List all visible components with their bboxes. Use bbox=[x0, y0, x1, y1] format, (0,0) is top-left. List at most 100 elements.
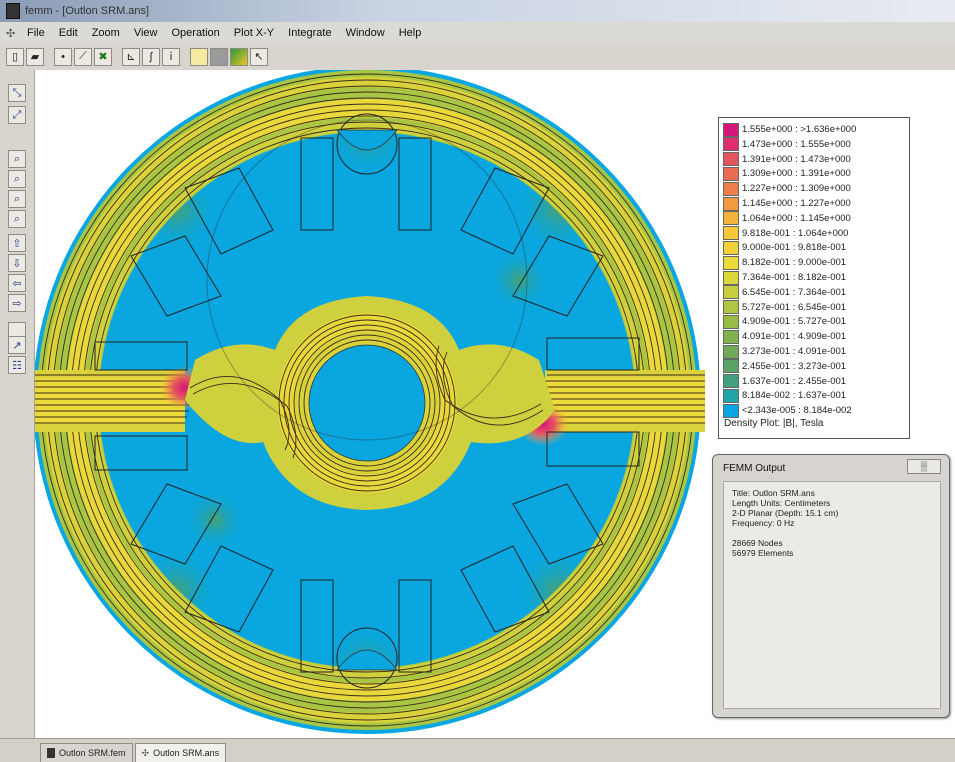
vector-plot-icon[interactable] bbox=[230, 47, 248, 66]
legend-swatch bbox=[723, 137, 739, 152]
legend-swatch bbox=[723, 314, 739, 329]
tab-fem-file[interactable]: Outlon SRM.fem bbox=[40, 743, 133, 762]
pan-up-icon[interactable]: ⇧ bbox=[8, 234, 26, 252]
legend-row: 5.727e-001 : 6.545e-001 bbox=[723, 300, 846, 315]
menu-integrate[interactable]: Integrate bbox=[288, 26, 332, 39]
title-bar: femm - [Outlon SRM.ans] bbox=[0, 0, 955, 22]
select-point-icon[interactable]: • bbox=[54, 47, 72, 66]
legend-row: 1.555e+000 : >1.636e+000 bbox=[723, 122, 856, 137]
zoom-natural-icon[interactable]: ⌕ bbox=[8, 170, 26, 188]
legend-label: 1.391e+000 : 1.473e+000 bbox=[742, 153, 851, 165]
legend-row: 8.182e-001 : 9.000e-001 bbox=[723, 255, 846, 270]
legend-swatch bbox=[723, 166, 739, 181]
menu-zoom[interactable]: Zoom bbox=[91, 26, 120, 39]
output-text: Title: Outlon SRM.ans Length Units: Cent… bbox=[723, 481, 941, 709]
legend-label: <2.343e-005 : 8.184e-002 bbox=[742, 405, 852, 417]
legend-label: 1.309e+000 : 1.391e+000 bbox=[742, 168, 851, 180]
legend-row: 1.637e-001 : 2.455e-001 bbox=[723, 374, 846, 389]
menu-plot-xy[interactable]: Plot X-Y bbox=[233, 26, 275, 39]
legend-swatch bbox=[723, 152, 739, 167]
zoom-window-icon[interactable]: ⌕ bbox=[8, 150, 26, 168]
integrate-icon[interactable]: ∫ bbox=[142, 47, 160, 66]
pan-down-icon[interactable]: ⇩ bbox=[8, 254, 26, 272]
legend-swatch bbox=[723, 226, 739, 241]
legend-label: 1.227e+000 : 1.309e+000 bbox=[742, 183, 851, 195]
legend-swatch bbox=[723, 240, 739, 255]
legend-label: 1.473e+000 : 1.555e+000 bbox=[742, 138, 851, 150]
density-plot bbox=[33, 66, 705, 734]
legend-row: 9.000e-001 : 9.818e-001 bbox=[723, 240, 846, 255]
legend-swatch bbox=[723, 211, 739, 226]
menu-operation[interactable]: Operation bbox=[171, 26, 220, 39]
menu-window[interactable]: Window bbox=[345, 26, 385, 39]
legend-label: 6.545e-001 : 7.364e-001 bbox=[742, 286, 847, 298]
legend-label: 1.637e-001 : 2.455e-001 bbox=[742, 375, 847, 387]
show-mesh-icon[interactable]: ↗ bbox=[8, 336, 26, 354]
left-toolbar: ⤡ ⤢ ⌕ ⌕ ⌕ ⌕ ⇧ ⇩ ⇦ ⇨ ↗ ☷ bbox=[0, 70, 35, 738]
legend-row: 8.184e-002 : 1.637e-001 bbox=[723, 388, 846, 403]
legend-label: 4.091e-001 : 4.909e-001 bbox=[742, 331, 847, 343]
legend-label: 8.182e-001 : 9.000e-001 bbox=[742, 257, 847, 269]
output-close-button[interactable]: ▒ bbox=[907, 459, 941, 474]
legend-row: 1.064e+000 : 1.145e+000 bbox=[723, 211, 851, 226]
legend-swatch bbox=[723, 270, 739, 285]
select-area-icon[interactable]: ✖ bbox=[94, 47, 112, 66]
document-tabs: Outlon SRM.fem ✣ Outlon SRM.ans bbox=[0, 738, 955, 762]
plot-xy-icon[interactable]: ⊾ bbox=[122, 47, 140, 66]
zoom-fit-icon[interactable]: ⌕ bbox=[8, 190, 26, 208]
density-legend: 1.555e+000 : >1.636e+000 1.473e+000 : 1.5… bbox=[718, 117, 910, 439]
legend-label: 7.364e-001 : 8.182e-001 bbox=[742, 272, 847, 283]
legend-row: 9.818e-001 : 1.064e+000 bbox=[723, 226, 848, 241]
legend-row: 1.309e+000 : 1.391e+000 bbox=[723, 166, 851, 181]
zoom-out-icon[interactable]: ⤢ bbox=[8, 106, 26, 124]
legend-label: 1.145e+000 : 1.227e+000 bbox=[742, 198, 851, 209]
legend-swatch bbox=[723, 122, 739, 137]
legend-swatch bbox=[723, 388, 739, 403]
legend-label: 9.818e-001 : 1.064e+000 bbox=[742, 227, 849, 239]
menu-bar: ✣ File Edit Zoom View Operation Plot X-Y… bbox=[0, 22, 955, 43]
zoom-in-icon[interactable]: ⤡ bbox=[8, 84, 26, 102]
output-line: Title: Outlon SRM.ans bbox=[732, 488, 815, 498]
info-icon[interactable]: ⅰ bbox=[162, 47, 180, 66]
legend-swatch bbox=[723, 255, 739, 270]
legend-swatch bbox=[723, 285, 739, 300]
density-plot-icon[interactable] bbox=[190, 47, 208, 66]
menu-edit[interactable]: Edit bbox=[58, 26, 78, 39]
legend-swatch bbox=[723, 329, 739, 344]
stator-pole-right bbox=[517, 370, 705, 446]
legend-row: 4.909e-001 : 5.727e-001 bbox=[723, 314, 846, 329]
pan-left-icon[interactable]: ⇦ bbox=[8, 274, 26, 292]
legend-row: 2.455e-001 : 3.273e-001 bbox=[723, 359, 846, 374]
output-line: 56979 Elements bbox=[732, 548, 794, 558]
wand-icon[interactable]: ↖ bbox=[250, 47, 268, 66]
shaft-hole bbox=[308, 344, 426, 462]
zoom-extent-icon[interactable]: ⌕ bbox=[8, 210, 26, 228]
document-menu-icon[interactable]: ✣ bbox=[6, 27, 16, 40]
menu-file[interactable]: File bbox=[27, 26, 45, 39]
legend-swatch bbox=[723, 196, 739, 211]
contour-plot-icon[interactable] bbox=[210, 47, 228, 66]
legend-swatch bbox=[723, 181, 739, 196]
legend-swatch bbox=[723, 344, 739, 359]
legend-row: 6.545e-001 : 7.364e-001 bbox=[723, 285, 846, 300]
output-line: 2-D Planar (Depth: 15.1 cm) bbox=[732, 508, 839, 518]
menu-help[interactable]: Help bbox=[398, 26, 422, 39]
select-contour-icon[interactable]: ⟋ bbox=[74, 47, 92, 66]
legend-swatch bbox=[723, 300, 739, 315]
output-line: 28669 Nodes bbox=[732, 538, 783, 548]
open-file-icon[interactable]: ▰ bbox=[26, 47, 44, 66]
pan-right-icon[interactable]: ⇨ bbox=[8, 294, 26, 312]
femm-output-window: FEMM Output ▒ Title: Outlon SRM.ans Leng… bbox=[712, 454, 950, 718]
output-title: FEMM Output bbox=[723, 463, 786, 474]
toolbar: ▯ ▰ • ⟋ ✖ ⊾ ∫ ⅰ ↖ bbox=[0, 43, 955, 71]
legend-row: 1.473e+000 : 1.555e+000 bbox=[723, 137, 851, 152]
legend-row: 1.227e+000 : 1.309e+000 bbox=[723, 181, 851, 196]
legend-label: 1.555e+000 : >1.636e+000 bbox=[742, 124, 857, 135]
grid-settings-icon[interactable]: ☷ bbox=[8, 356, 26, 374]
new-file-icon[interactable]: ▯ bbox=[6, 47, 24, 66]
legend-label: 9.000e-001 : 9.818e-001 bbox=[742, 242, 847, 254]
menu-view[interactable]: View bbox=[133, 26, 158, 39]
legend-row: 1.391e+000 : 1.473e+000 bbox=[723, 152, 851, 167]
tab-ans-file[interactable]: ✣ Outlon SRM.ans bbox=[134, 743, 227, 762]
legend-row: 1.145e+000 : 1.227e+000 bbox=[723, 196, 851, 211]
